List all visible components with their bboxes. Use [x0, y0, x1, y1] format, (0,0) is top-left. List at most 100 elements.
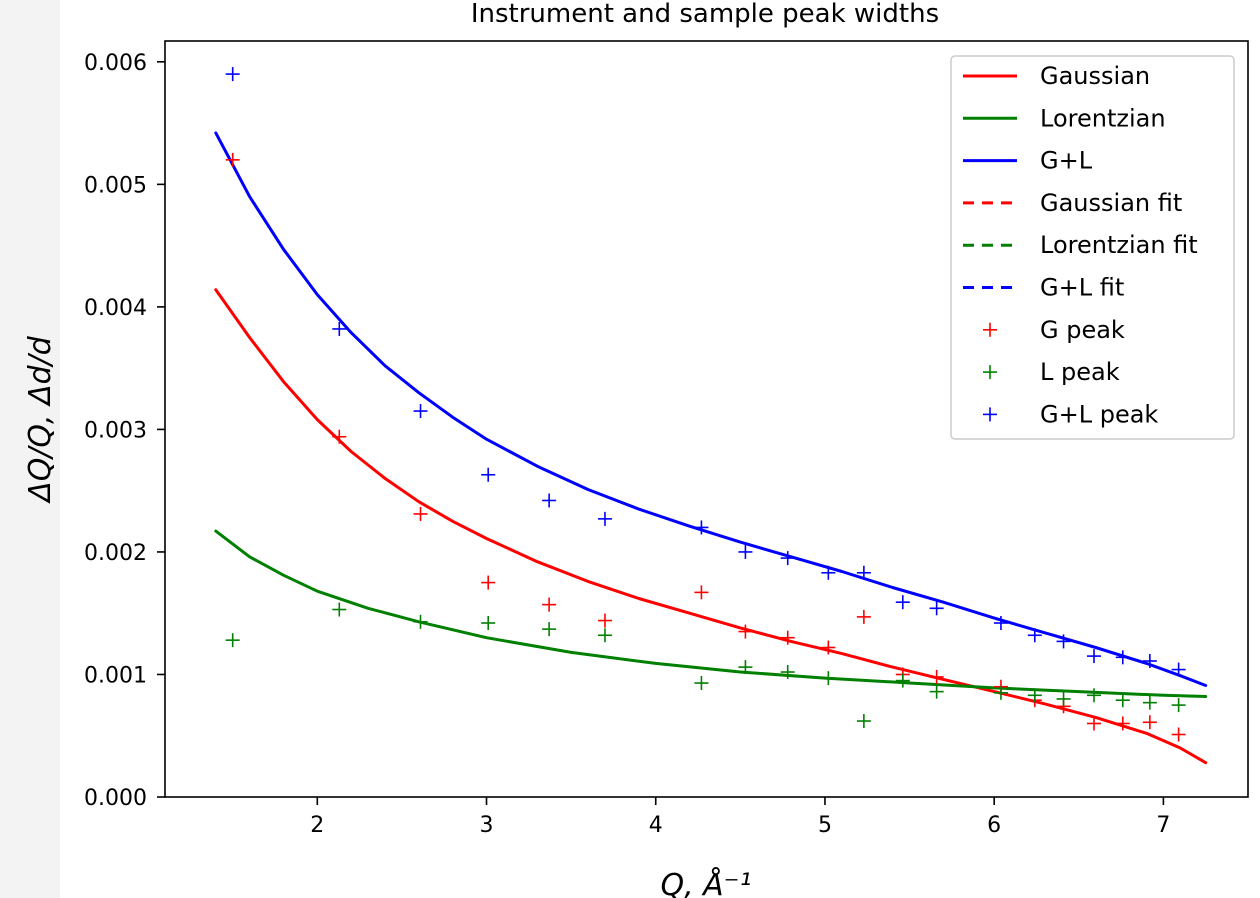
legend-box — [950, 55, 1235, 440]
legend-label: Lorentzian — [1040, 104, 1166, 132]
data-point-g-l-peak — [1056, 634, 1071, 649]
data-point-g-l-peak — [1171, 662, 1186, 677]
legend-entry-lorentzian-fit: Lorentzian fit — [963, 231, 1198, 259]
data-point-l-peak — [481, 616, 496, 631]
data-point-l-peak — [993, 685, 1008, 700]
data-point-l-peak — [1115, 693, 1130, 708]
legend: Gaussian Lorentzian G+L Gaussian fit Lorentz… — [950, 55, 1235, 440]
data-point-g-peak — [1115, 716, 1130, 731]
data-point-g-peak — [1087, 716, 1102, 731]
legend-label: L peak — [1040, 358, 1120, 386]
data-point-g-l-peak — [1115, 650, 1130, 665]
data-point-g-l-peak — [332, 321, 347, 336]
legend-entry-g-l-fit: G+L fit — [963, 274, 1124, 302]
data-point-l-peak — [1087, 688, 1102, 703]
plot-content — [214, 67, 1208, 765]
series-line-lorentzian — [214, 529, 1208, 698]
legend-label: G peak — [1040, 316, 1125, 344]
data-point-g-peak — [1142, 715, 1157, 730]
data-point-g-l-peak — [1087, 649, 1102, 664]
series-line-g-l — [214, 131, 1208, 687]
data-point-g-peak — [597, 613, 612, 628]
data-point-g-peak — [821, 640, 836, 655]
data-point-g-l-peak — [1027, 628, 1042, 643]
legend-entry-gaussian: Gaussian — [963, 62, 1150, 90]
data-point-g-peak — [780, 630, 795, 645]
y-tick-label: 0.001 — [84, 663, 147, 688]
series-line-gaussian — [214, 288, 1208, 765]
data-point-l-peak — [597, 628, 612, 643]
data-point-g-peak — [694, 585, 709, 600]
y-tick-label: 0.002 — [84, 541, 147, 566]
window-edge — [0, 0, 60, 898]
y-tick-label: 0.005 — [84, 173, 147, 198]
data-point-g-l-peak — [821, 565, 836, 580]
data-point-l-peak — [1142, 695, 1157, 710]
x-axis: 2 3 4 5 6 7 — [310, 797, 1170, 838]
chart-title: Instrument and sample peak widths — [471, 0, 939, 29]
plot-area-frame — [164, 40, 1249, 798]
legend-label: Gaussian — [1040, 62, 1150, 90]
x-tick-label: 4 — [649, 813, 663, 838]
data-point-g-peak — [542, 597, 557, 612]
y-axis-label: ΔQ/Q, Δd/d — [23, 335, 58, 504]
data-point-g-l-peak — [929, 601, 944, 616]
legend-label: Lorentzian fit — [1040, 231, 1198, 259]
data-point-g-l-peak — [694, 520, 709, 535]
data-point-g-peak — [856, 609, 871, 624]
data-point-g-l-peak — [597, 511, 612, 526]
legend-entry-g-l: G+L — [963, 147, 1093, 175]
y-tick-label: 0.003 — [84, 418, 147, 443]
data-point-l-peak — [225, 633, 240, 648]
y-tick-label: 0.006 — [84, 51, 147, 76]
data-point-l-peak — [856, 714, 871, 729]
x-tick-label: 2 — [310, 813, 324, 838]
legend-swatch — [983, 407, 997, 422]
data-point-l-peak — [1171, 698, 1186, 713]
legend-label: G+L — [1040, 147, 1093, 175]
legend-entry-lorentzian: Lorentzian — [963, 104, 1166, 132]
legend-entry-l-peak: L peak — [983, 358, 1120, 386]
data-point-g-peak — [332, 429, 347, 444]
legend-label: G+L peak — [1040, 400, 1158, 428]
y-tick-label: 0.000 — [84, 786, 147, 811]
data-point-g-l-peak — [413, 404, 428, 419]
x-tick-label: 6 — [987, 813, 1001, 838]
legend-label: G+L fit — [1040, 274, 1124, 302]
x-axis-label: Q, Å⁻¹ — [660, 867, 751, 898]
legend-label: Gaussian fit — [1040, 189, 1182, 217]
data-point-l-peak — [738, 660, 753, 675]
data-point-g-l-peak — [1142, 653, 1157, 668]
data-point-g-peak — [413, 506, 428, 521]
data-point-g-peak — [929, 669, 944, 684]
data-point-g-l-peak — [481, 467, 496, 482]
legend-entry-g-peak: G peak — [983, 316, 1125, 344]
x-tick-label: 7 — [1156, 813, 1170, 838]
data-point-l-peak — [332, 602, 347, 617]
data-point-l-peak — [413, 614, 428, 629]
data-point-g-l-peak — [780, 551, 795, 566]
data-point-g-peak — [1171, 727, 1186, 742]
legend-entry-g-l-peak: G+L peak — [983, 400, 1158, 428]
data-point-l-peak — [895, 673, 910, 688]
x-tick-label: 3 — [480, 813, 494, 838]
data-point-g-peak — [225, 152, 240, 167]
legend-swatch — [983, 365, 997, 380]
data-point-l-peak — [821, 671, 836, 686]
data-point-g-l-peak — [993, 616, 1008, 631]
data-point-g-peak — [481, 575, 496, 590]
legend-entry-gaussian-fit: Gaussian fit — [963, 189, 1182, 217]
data-point-g-l-peak — [738, 544, 753, 559]
y-axis: 0.000 0.001 0.002 0.003 0.004 0.005 0.006 — [84, 51, 165, 811]
data-point-l-peak — [694, 676, 709, 691]
legend-swatch — [983, 322, 997, 337]
data-point-l-peak — [780, 665, 795, 680]
data-point-l-peak — [929, 684, 944, 699]
data-point-g-l-peak — [225, 67, 240, 82]
data-point-l-peak — [1027, 688, 1042, 703]
y-tick-label: 0.004 — [84, 296, 147, 321]
data-point-g-peak — [738, 624, 753, 639]
x-tick-label: 5 — [818, 813, 832, 838]
data-point-g-l-peak — [895, 595, 910, 610]
